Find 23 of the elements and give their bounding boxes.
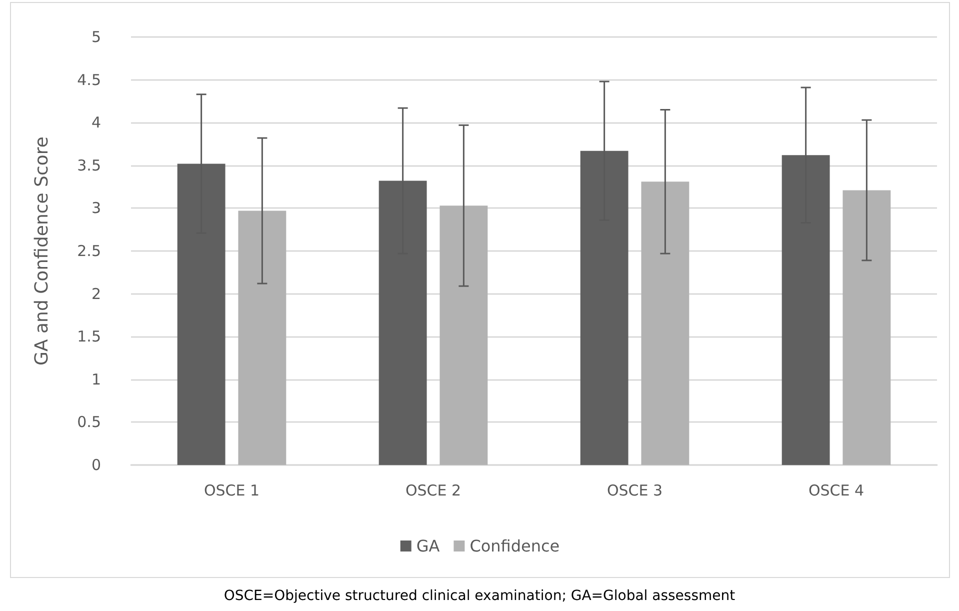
text: OSCE=Objective structured clinical examination; GA=Global assessment	[222, 588, 736, 604]
x-tick-label: OSCE 4	[808, 482, 864, 500]
bar	[842, 190, 891, 465]
bar	[641, 182, 690, 465]
y-tick-label: 4.5	[77, 70, 101, 89]
y-tick-label: 0.5	[77, 413, 101, 432]
y-tick-label: 2	[91, 284, 101, 303]
x-tick-label: OSCE 1	[204, 482, 260, 500]
y-tick-label: 5	[91, 28, 101, 46]
y-tick-label: 0	[91, 456, 101, 474]
bar	[238, 210, 286, 465]
y-tick-label: 3.5	[77, 156, 101, 174]
x-tick-label: OSCE 3	[606, 482, 663, 500]
y-tick-label: 1.5	[77, 328, 101, 346]
y-tick-label: 4	[91, 114, 101, 132]
bar	[440, 206, 488, 465]
legend-label: Confidence	[470, 536, 560, 556]
y-tick-label: 1	[91, 370, 101, 388]
y-axis-title: GA and Confidence Score	[32, 136, 52, 366]
y-tick-label: 2.5	[77, 242, 101, 260]
x-tick-label: OSCE 2	[405, 482, 462, 500]
y-tick-label: 3	[91, 199, 101, 218]
legend-label: GA	[416, 536, 440, 556]
